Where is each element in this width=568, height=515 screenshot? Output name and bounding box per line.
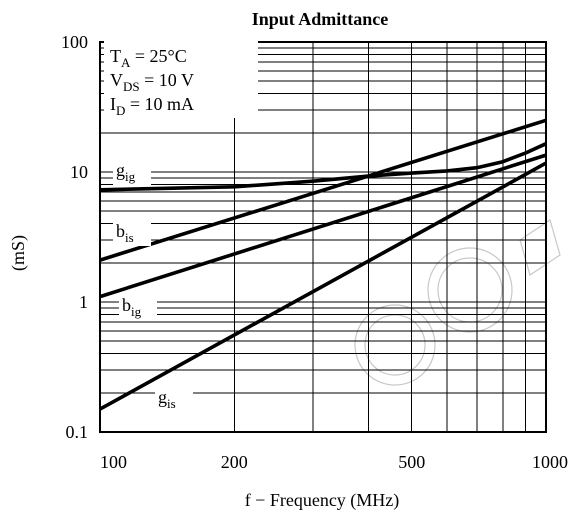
- series-label-gis: gis: [158, 387, 176, 411]
- series-label-bis: bis: [116, 221, 134, 245]
- x-tick-label: 100: [100, 452, 127, 472]
- series-label-big: big: [122, 295, 142, 319]
- y-tick-label: 100: [61, 32, 88, 52]
- x-tick-label: 200: [221, 452, 248, 472]
- condition-drain-current: ID = 10 mA: [110, 94, 194, 118]
- conditions-legend: TA = 25°C VDS = 10 V ID = 10 mA: [104, 40, 258, 118]
- y-tick-label: 0.1: [66, 422, 89, 442]
- series-label-bg: [155, 386, 193, 412]
- series-labels: gig bis big gis: [113, 159, 193, 412]
- chart-title: Input Admittance: [252, 9, 389, 29]
- series-label-gig: gig: [116, 160, 136, 184]
- x-tick-label: 500: [398, 452, 425, 472]
- series-label-bg: [119, 294, 157, 320]
- y-tick-labels: 0.1 1 10 100: [61, 32, 88, 442]
- series-line-gig: [99, 142, 547, 192]
- condition-temperature: TA = 25°C: [110, 46, 187, 70]
- series-label-bg: [113, 159, 151, 185]
- series-line-bis: [99, 118, 547, 262]
- plot-frame: [99, 41, 547, 433]
- condition-drain-source-voltage: VDS = 10 V: [110, 70, 194, 94]
- chart-series: [99, 118, 547, 411]
- y-tick-label: 10: [70, 162, 88, 182]
- series-line-gis: [99, 161, 547, 411]
- x-tick-label: 1000: [532, 452, 568, 472]
- series-line-big: [99, 153, 547, 299]
- y-axis-label: (mS): [8, 235, 29, 271]
- x-axis-label: f − Frequency (MHz): [245, 490, 400, 511]
- y-tick-label: 1: [79, 292, 88, 312]
- series-label-bg: [113, 220, 151, 246]
- x-tick-labels: 100 200 500 1000: [100, 452, 568, 472]
